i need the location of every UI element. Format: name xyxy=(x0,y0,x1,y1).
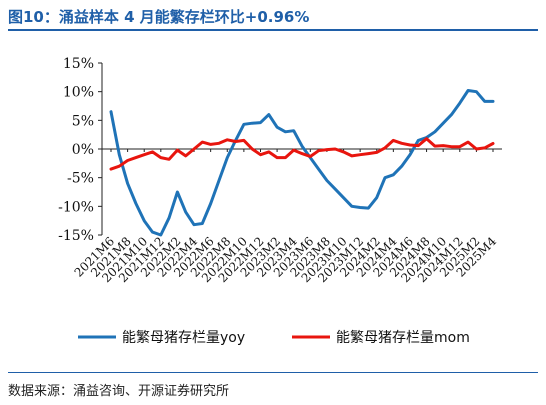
source-divider xyxy=(8,372,538,373)
y-tick-label: 15% xyxy=(63,56,94,72)
legend: 能繁母猪存栏量yoy 能繁母猪存栏量mom xyxy=(78,330,470,346)
series-layer xyxy=(109,89,495,237)
legend-label-mom: 能繁母猪存栏量mom xyxy=(336,330,470,346)
y-tick-label: -10% xyxy=(58,199,94,215)
source-note: 数据来源：涌益咨询、开源证券研究所 xyxy=(8,384,230,399)
x-tick-labels: 2021M62021M82021M102021M122022M22022M420… xyxy=(72,234,500,285)
title-divider xyxy=(8,29,538,31)
series-line-mom xyxy=(109,137,495,171)
series-line-yoy xyxy=(109,89,495,237)
y-tick-label: 5% xyxy=(72,113,94,129)
legend-label-yoy: 能繁母猪存栏量yoy xyxy=(122,330,245,346)
y-tick-label: 10% xyxy=(63,85,94,101)
line-chart: 15% 10% 5% 0% -5% -10% -15% 2021M62021M82021M1… xyxy=(58,56,502,346)
y-tick-label: -15% xyxy=(58,228,94,244)
axes-layer xyxy=(98,62,502,236)
y-tick-label: -5% xyxy=(67,171,94,187)
y-tick-label: 0% xyxy=(72,142,94,158)
figure-title: 图10：涌益样本 4 月能繁存栏环比+0.96% xyxy=(8,8,310,26)
y-tick-labels: 15% 10% 5% 0% -5% -10% -15% xyxy=(58,56,94,244)
